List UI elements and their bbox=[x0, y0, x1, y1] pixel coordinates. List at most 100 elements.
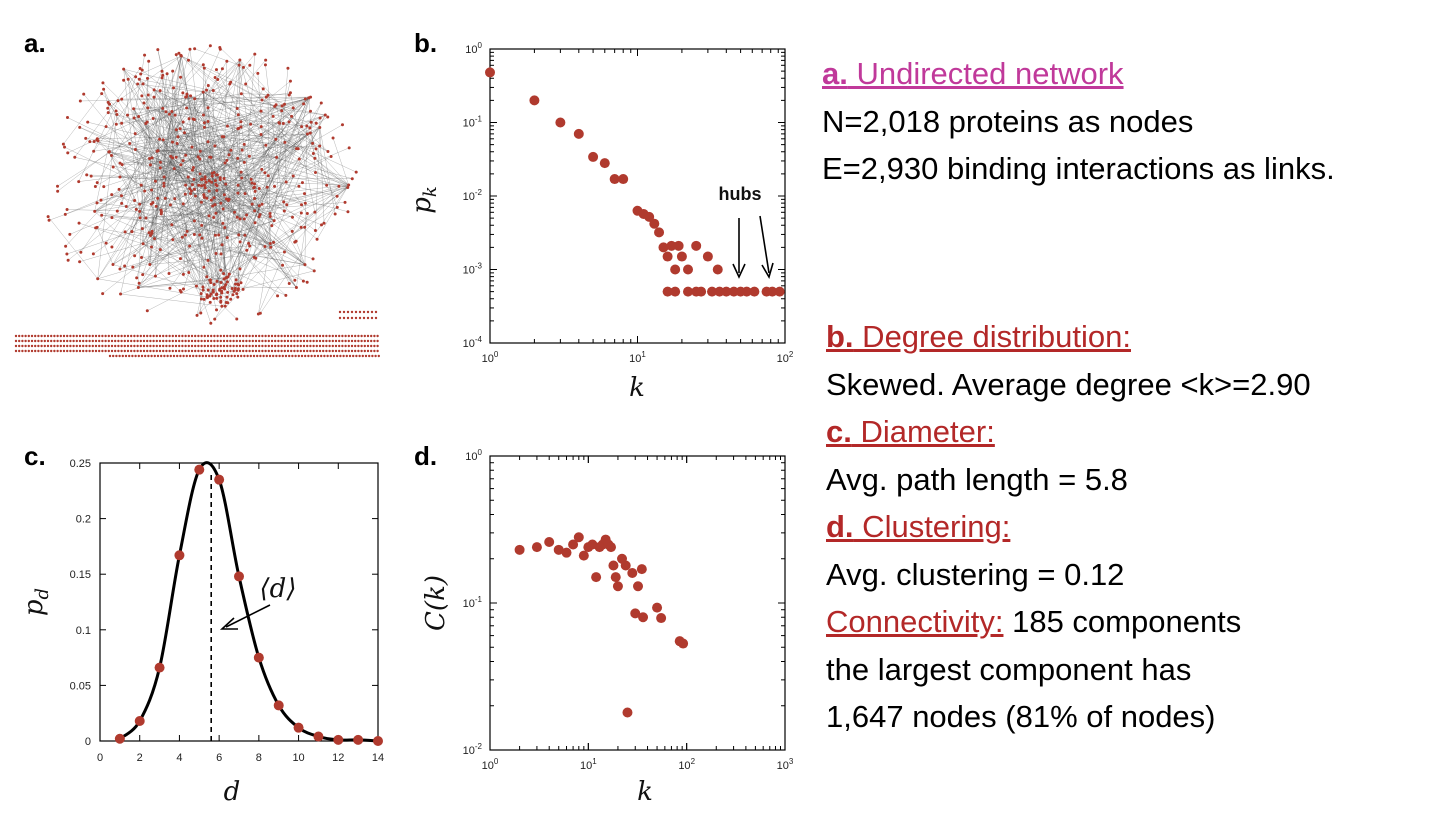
network-node bbox=[219, 300, 223, 304]
network-edge bbox=[194, 48, 240, 66]
network-edge bbox=[63, 93, 102, 145]
network-edge bbox=[135, 75, 163, 150]
component-node bbox=[366, 339, 370, 343]
component-node bbox=[14, 349, 18, 353]
component-node bbox=[274, 344, 277, 348]
component-node bbox=[264, 349, 267, 353]
network-node bbox=[225, 236, 229, 240]
network-node bbox=[206, 106, 210, 110]
network-node bbox=[159, 212, 163, 216]
component-node bbox=[245, 349, 248, 353]
network-node bbox=[294, 239, 298, 243]
component-node bbox=[136, 349, 139, 353]
component-node bbox=[341, 339, 344, 343]
component-node bbox=[312, 339, 315, 343]
component-node bbox=[59, 344, 62, 348]
network-node bbox=[218, 176, 222, 180]
network-node bbox=[233, 210, 237, 214]
network-edge bbox=[152, 122, 280, 159]
component-node bbox=[325, 334, 328, 338]
heading-connectivity: Connectivity: bbox=[826, 604, 1004, 639]
component-node bbox=[24, 344, 27, 348]
network-node bbox=[240, 148, 244, 152]
network-edge bbox=[162, 108, 207, 183]
component-node bbox=[62, 344, 66, 348]
network-node bbox=[188, 47, 192, 51]
network-node bbox=[181, 159, 185, 163]
component-node bbox=[114, 344, 117, 348]
network-node bbox=[227, 153, 231, 157]
network-edge bbox=[267, 95, 271, 244]
network-node bbox=[247, 154, 251, 158]
component-node bbox=[361, 354, 364, 358]
component-node bbox=[242, 349, 245, 353]
component-node bbox=[163, 354, 166, 358]
network-edge bbox=[203, 92, 218, 186]
component-node bbox=[194, 344, 197, 348]
data-point-b bbox=[666, 240, 677, 251]
component-node bbox=[108, 354, 112, 358]
component-node bbox=[46, 349, 50, 353]
x-tick-label-c: 12 bbox=[332, 752, 344, 764]
component-node bbox=[69, 334, 72, 338]
component-node bbox=[190, 334, 194, 338]
network-edge bbox=[146, 121, 156, 182]
x-tick-label-c: 10 bbox=[292, 752, 304, 764]
network-edge bbox=[170, 204, 211, 324]
network-node bbox=[245, 213, 249, 217]
network-node bbox=[175, 142, 179, 146]
component-node bbox=[206, 339, 210, 343]
data-point-b bbox=[618, 174, 629, 185]
network-edge bbox=[96, 139, 154, 203]
network-node bbox=[198, 157, 202, 161]
component-node bbox=[354, 344, 357, 348]
network-node bbox=[189, 94, 193, 98]
network-node bbox=[185, 92, 189, 96]
network-node bbox=[150, 188, 154, 192]
network-edge bbox=[259, 188, 349, 212]
network-node bbox=[274, 137, 278, 141]
network-node bbox=[288, 91, 292, 95]
component-node bbox=[192, 354, 195, 358]
network-node bbox=[239, 125, 243, 129]
component-node bbox=[171, 334, 174, 338]
component-node bbox=[110, 344, 114, 348]
component-node bbox=[258, 339, 261, 343]
component-node bbox=[348, 354, 352, 358]
network-node bbox=[239, 92, 243, 96]
component-node bbox=[133, 349, 136, 353]
network-node bbox=[287, 120, 291, 124]
data-point-b bbox=[599, 158, 610, 169]
network-edge bbox=[123, 80, 297, 288]
network-node bbox=[284, 293, 288, 297]
network-node bbox=[102, 87, 106, 91]
component-node bbox=[88, 344, 91, 348]
data-point-d bbox=[514, 544, 525, 555]
component-node bbox=[360, 349, 363, 353]
network-node bbox=[118, 175, 122, 179]
component-node bbox=[363, 339, 366, 343]
network-node bbox=[86, 120, 90, 124]
network-node bbox=[253, 52, 257, 56]
network-edge bbox=[168, 243, 249, 274]
network-node bbox=[250, 202, 254, 206]
network-edge bbox=[157, 145, 320, 152]
component-node bbox=[24, 349, 27, 353]
component-node bbox=[18, 349, 21, 353]
network-node bbox=[256, 71, 260, 75]
component-node bbox=[264, 334, 267, 338]
component-node bbox=[88, 334, 91, 338]
network-edge bbox=[96, 227, 114, 265]
network-node bbox=[235, 215, 239, 219]
data-point-b bbox=[649, 218, 660, 229]
component-node bbox=[107, 349, 111, 353]
component-node bbox=[152, 339, 155, 343]
network-node bbox=[319, 101, 323, 105]
network-node bbox=[106, 106, 110, 110]
component-node bbox=[66, 339, 69, 343]
network-edge bbox=[188, 60, 349, 186]
network-node bbox=[219, 252, 223, 256]
component-node bbox=[37, 344, 40, 348]
component-node bbox=[219, 339, 222, 343]
network-node bbox=[136, 82, 140, 86]
